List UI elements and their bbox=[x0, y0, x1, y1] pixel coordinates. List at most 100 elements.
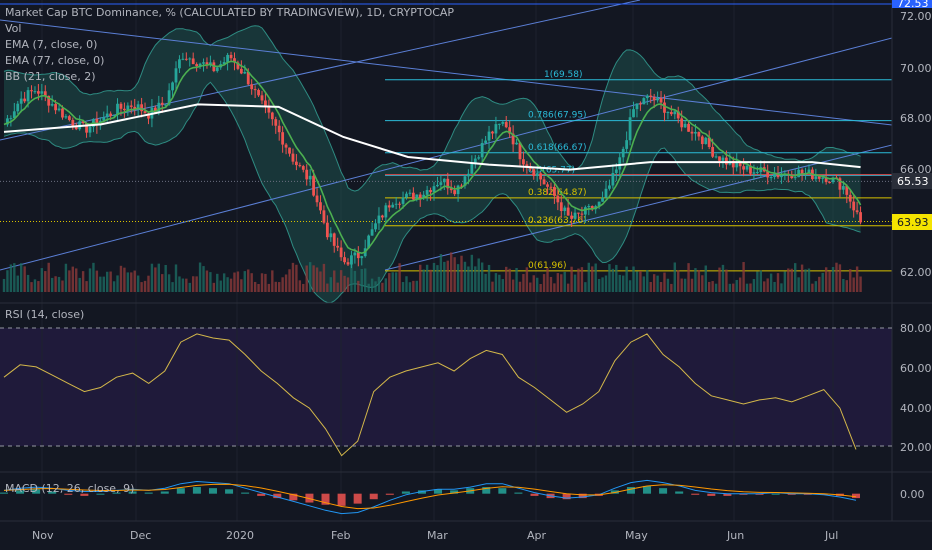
candle-body-185 bbox=[639, 103, 642, 105]
volume-bar-142 bbox=[491, 281, 494, 292]
volume-bar-128 bbox=[443, 261, 446, 292]
volume-bar-7 bbox=[26, 274, 30, 292]
macd-hist-10 bbox=[160, 491, 169, 494]
candle-body-112 bbox=[387, 205, 391, 208]
fib-label-4: 0.382(64.87) bbox=[528, 188, 587, 198]
volume-bar-235 bbox=[811, 283, 814, 292]
candle-body-102 bbox=[353, 252, 357, 256]
candle-body-45 bbox=[157, 102, 161, 113]
candle-body-139 bbox=[480, 142, 484, 158]
volume-bar-132 bbox=[456, 264, 460, 292]
candle-body-208 bbox=[718, 156, 721, 161]
ema-lines bbox=[3, 60, 862, 255]
candle-body-3 bbox=[12, 111, 16, 119]
volume-bar-171 bbox=[591, 266, 594, 292]
volume-bar-131 bbox=[453, 257, 456, 292]
volume-bar-168 bbox=[580, 267, 584, 292]
fib-label-6: 0(61.96) bbox=[528, 261, 567, 271]
candle-body-76 bbox=[264, 100, 267, 107]
volume-bar-186 bbox=[642, 276, 646, 292]
volume-bar-143 bbox=[494, 273, 498, 292]
volume-bar-144 bbox=[498, 274, 501, 292]
volume-bar-94 bbox=[326, 283, 329, 292]
candle-body-53 bbox=[184, 58, 188, 60]
macd-hist-20 bbox=[321, 493, 330, 505]
volume-bar-20 bbox=[71, 266, 74, 292]
volume-bar-214 bbox=[738, 277, 742, 292]
volume-bar-74 bbox=[257, 283, 260, 292]
macd-hist-45 bbox=[723, 493, 732, 496]
candle-body-32 bbox=[112, 114, 116, 116]
candle-body-236 bbox=[814, 176, 818, 180]
candle-body-107 bbox=[370, 229, 374, 236]
volume-bar-199 bbox=[687, 263, 690, 292]
volume-bar-148 bbox=[511, 279, 515, 292]
volume-bar-92 bbox=[319, 271, 322, 292]
volume-bar-187 bbox=[646, 270, 649, 292]
volume-bar-9 bbox=[33, 279, 37, 292]
candle-body-1 bbox=[6, 118, 9, 125]
macd-hist-0 bbox=[0, 492, 8, 494]
volume-bar-116 bbox=[401, 282, 405, 292]
volume-bar-35 bbox=[123, 267, 126, 292]
candle-body-23 bbox=[81, 121, 85, 124]
candle-body-71 bbox=[246, 71, 250, 85]
candle-body-181 bbox=[625, 140, 629, 149]
x-tick-2020: 2020 bbox=[226, 529, 254, 542]
rsi-path bbox=[3, 333, 857, 457]
volume-bar-147 bbox=[508, 268, 511, 292]
legend-ema7: EMA (7, close, 0) bbox=[5, 38, 97, 51]
volume-bar-207 bbox=[714, 283, 718, 292]
rsi-tick-40: 40.00 bbox=[900, 402, 932, 415]
volume-bar-245 bbox=[845, 280, 848, 292]
price-badge-last-bg bbox=[892, 214, 932, 230]
volume-bar-109 bbox=[377, 276, 381, 292]
volume-bar-200 bbox=[690, 278, 694, 292]
candle-body-74 bbox=[257, 89, 260, 96]
volume-bar-241 bbox=[831, 267, 835, 292]
volume-bar-177 bbox=[611, 268, 615, 292]
candle-body-24 bbox=[85, 123, 88, 133]
candle-body-36 bbox=[126, 105, 130, 111]
volume-bar-182 bbox=[628, 280, 632, 292]
volume-bar-184 bbox=[635, 271, 639, 292]
candle-body-174 bbox=[601, 197, 604, 202]
volume-bar-190 bbox=[656, 275, 659, 292]
candle-body-243 bbox=[838, 178, 842, 190]
candle-body-67 bbox=[233, 58, 236, 63]
volume-bar-158 bbox=[546, 268, 549, 292]
volume-bar-205 bbox=[708, 281, 711, 292]
volume-bar-108 bbox=[374, 281, 377, 292]
volume-bar-8 bbox=[30, 282, 33, 292]
volume-bar-76 bbox=[264, 273, 267, 292]
candle-body-97 bbox=[336, 245, 340, 248]
volume-bar-80 bbox=[278, 282, 281, 292]
candle-body-35 bbox=[123, 108, 126, 111]
candle-body-137 bbox=[473, 158, 477, 164]
volume-bar-56 bbox=[195, 276, 198, 292]
candle-body-134 bbox=[463, 176, 467, 186]
volume-bar-12 bbox=[44, 271, 47, 292]
volume-bar-73 bbox=[253, 281, 257, 292]
volume-bar-21 bbox=[75, 268, 78, 292]
volume-bar-49 bbox=[171, 282, 174, 292]
volume-bar-248 bbox=[855, 266, 859, 292]
volume-bar-238 bbox=[821, 272, 824, 292]
price-badge-current: 65.53 bbox=[897, 175, 929, 188]
macd-hist-53 bbox=[852, 493, 860, 499]
candle-body-42 bbox=[147, 113, 150, 119]
volume-bar-90 bbox=[312, 265, 315, 292]
volume-bar-198 bbox=[683, 278, 687, 292]
candle-body-14 bbox=[50, 104, 54, 106]
candle-body-151 bbox=[522, 159, 525, 165]
candle-body-95 bbox=[329, 233, 333, 238]
candle-body-154 bbox=[532, 169, 536, 177]
candle-body-163 bbox=[563, 207, 567, 212]
candle-body-190 bbox=[656, 98, 659, 101]
candle-body-126 bbox=[436, 184, 439, 187]
candle-body-224 bbox=[773, 173, 776, 178]
macd-hist-49 bbox=[787, 493, 796, 495]
candle-body-229 bbox=[790, 175, 794, 179]
